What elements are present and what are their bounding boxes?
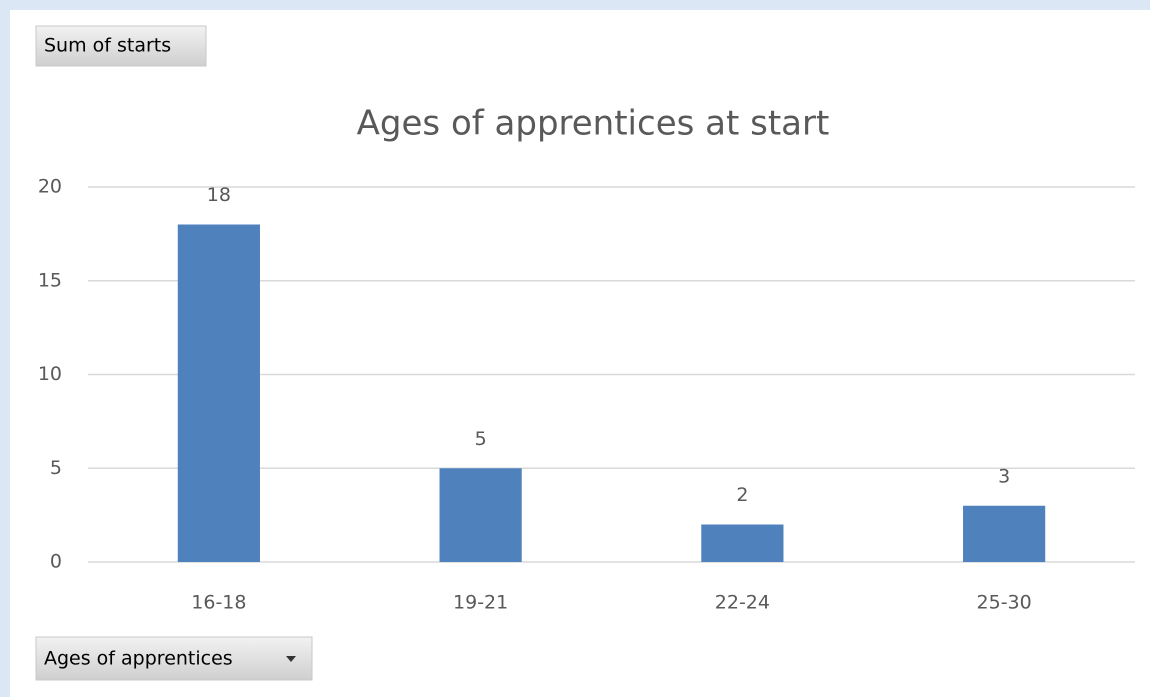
bar [177,224,260,562]
axis-field-button[interactable] [35,636,313,681]
data-label: 2 [736,484,748,506]
y-tick-label: 5 [50,457,62,479]
x-tick-label: 25-30 [977,592,1032,614]
dropdown-arrow [286,656,296,662]
data-label: 3 [998,465,1010,487]
y-tick-label: 10 [38,363,62,385]
data-label: 5 [475,428,487,450]
y-tick-label: 15 [38,269,62,291]
y-tick-label: 0 [50,551,62,573]
chart-title: Ages of apprentices at start [357,104,830,144]
x-tick-label: 16-18 [191,592,246,614]
x-tick-label: 19-21 [453,592,508,614]
value-field-label: Sum of starts [44,35,171,57]
data-label: 18 [207,184,231,206]
bar [963,505,1046,562]
bar [701,524,784,562]
value-field-button[interactable] [35,25,207,67]
y-tick-label: 20 [38,176,62,198]
axis-field-label: Ages of apprentices [44,648,233,670]
x-tick-label: 22-24 [715,592,770,614]
bar [439,468,522,562]
